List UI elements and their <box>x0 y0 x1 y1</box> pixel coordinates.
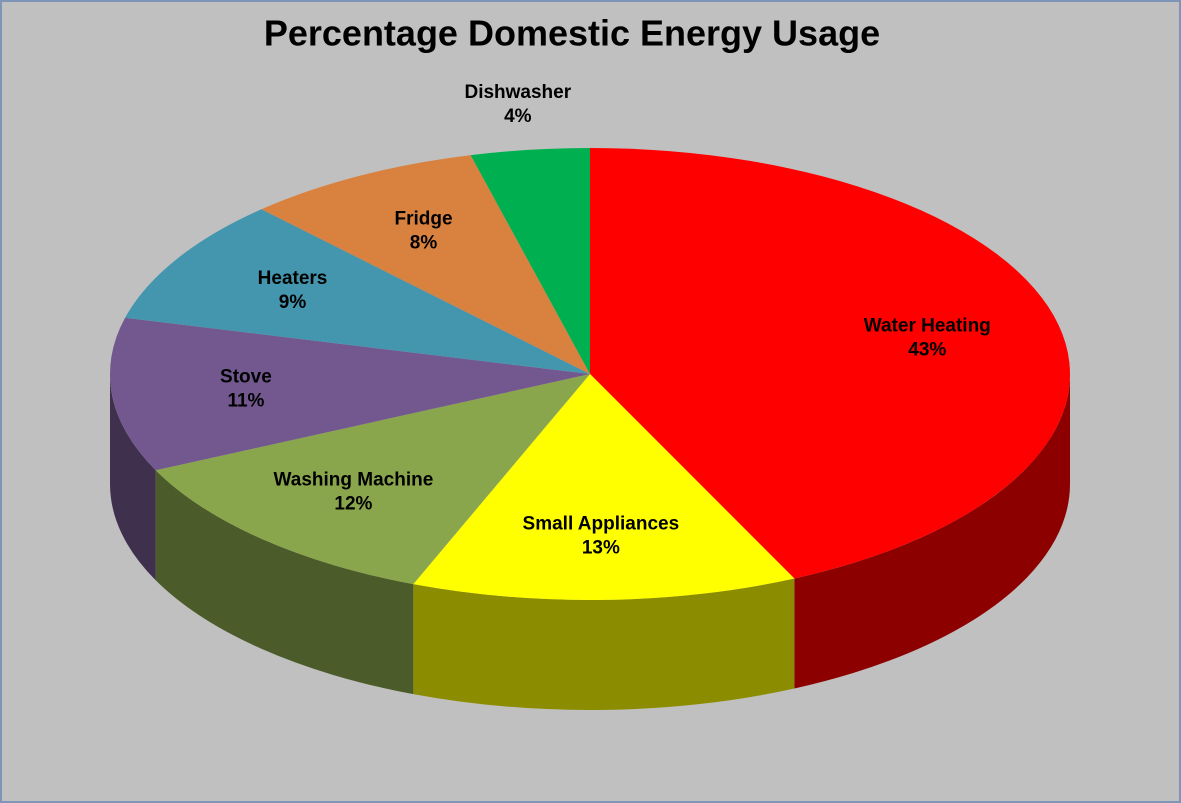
data-label-name: Small Appliances <box>523 514 680 535</box>
slice <box>470 148 590 374</box>
data-label-value: 43% <box>908 340 946 361</box>
data-label-value: 13% <box>582 538 620 559</box>
data-label-value: 12% <box>334 494 372 515</box>
data-label-name: Washing Machine <box>274 470 434 491</box>
data-label-name: Heaters <box>258 268 328 289</box>
slice <box>261 155 590 374</box>
data-label-value: 11% <box>227 390 264 411</box>
data-label-value: 9% <box>279 292 307 313</box>
slice-side <box>155 470 414 695</box>
slice <box>413 374 795 600</box>
slice <box>110 317 590 471</box>
slice <box>155 374 590 585</box>
slice-side <box>794 374 1070 689</box>
data-label-name: Fridge <box>394 208 452 229</box>
data-label-name: Dishwasher <box>464 82 571 103</box>
data-label-name: Stove <box>220 366 272 387</box>
data-label-value: 4% <box>504 106 532 127</box>
slice <box>125 209 591 374</box>
slice <box>590 148 1070 579</box>
data-label-name: Water Heating <box>864 316 991 337</box>
chart-title: Percentage Domestic Energy Usage <box>264 13 880 54</box>
data-label-value: 8% <box>410 232 438 253</box>
slice-side <box>110 374 156 581</box>
slice-side <box>413 578 795 710</box>
